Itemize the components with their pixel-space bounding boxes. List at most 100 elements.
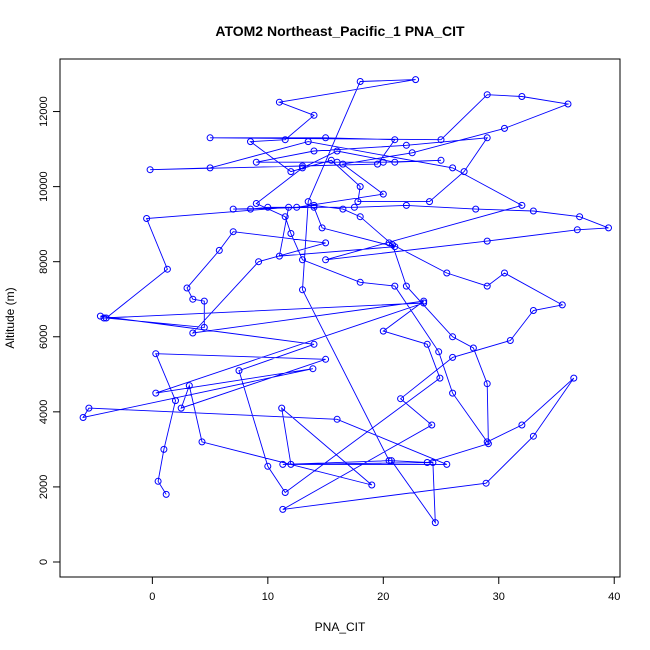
data-point-72 <box>437 136 445 144</box>
data-point-97 <box>310 111 318 119</box>
data-point-66 <box>146 166 154 174</box>
data-point-128 <box>482 479 490 487</box>
data-point-134 <box>529 307 537 314</box>
data-point-9 <box>368 481 376 489</box>
data-point-30 <box>423 340 431 348</box>
data-point-18 <box>85 404 93 412</box>
data-point-114 <box>333 147 341 155</box>
data-point-113 <box>391 158 399 166</box>
data-point-125 <box>518 421 526 429</box>
data-point-123 <box>449 389 457 397</box>
data-point-133 <box>506 337 514 344</box>
data-point-77 <box>408 149 416 157</box>
x-tick-label-2: 20 <box>377 591 389 603</box>
data-point-132 <box>449 353 457 361</box>
data-point-41 <box>200 323 208 331</box>
data-point-28 <box>281 489 289 496</box>
data-point-94 <box>356 78 364 85</box>
data-point-39 <box>189 295 197 303</box>
x-tick-label-0: 0 <box>149 591 155 603</box>
data-point-131 <box>397 395 405 403</box>
data-point-107 <box>402 141 410 149</box>
data-point-49 <box>310 203 318 211</box>
data-point-106 <box>483 134 491 142</box>
data-point-85 <box>402 282 410 290</box>
data-point-102 <box>356 183 364 191</box>
data-point-89 <box>484 440 492 448</box>
y-tick-label-3: 6000 <box>38 325 50 349</box>
data-point-4 <box>152 350 160 358</box>
data-point-63 <box>449 164 457 172</box>
data-point-117 <box>281 213 289 221</box>
data-point-54 <box>402 201 410 209</box>
data-point-35 <box>322 239 330 247</box>
data-point-14 <box>387 457 395 465</box>
y-tick-label-2: 4000 <box>38 400 50 424</box>
data-point-87 <box>469 344 477 352</box>
data-point-104 <box>426 198 433 206</box>
data-point-138 <box>443 269 451 277</box>
data-point-36 <box>229 228 237 236</box>
data-point-108 <box>310 147 318 155</box>
data-point-67 <box>299 162 306 170</box>
data-point-112 <box>437 156 445 164</box>
data-point-50 <box>229 205 237 213</box>
x-tick-label-1: 10 <box>262 591 274 603</box>
data-point-81 <box>310 201 318 209</box>
data-point-21 <box>152 389 160 397</box>
data-point-51 <box>247 205 254 213</box>
data-point-116 <box>252 200 260 207</box>
data-point-95 <box>412 76 420 84</box>
data-point-8 <box>198 438 206 446</box>
series-line-0 <box>82 79 609 525</box>
data-point-75 <box>564 100 572 108</box>
data-point-46 <box>275 252 283 260</box>
y-tick-label-6: 12000 <box>38 96 50 127</box>
y-tick-label-1: 2000 <box>38 475 50 499</box>
data-point-29 <box>436 374 444 382</box>
data-point-105 <box>460 168 468 176</box>
data-point-110 <box>333 158 341 166</box>
data-point-10 <box>278 404 286 412</box>
data-point-127 <box>529 432 537 440</box>
data-point-135 <box>558 301 566 309</box>
data-point-47 <box>391 243 399 251</box>
data-point-56 <box>529 207 537 215</box>
data-point-96 <box>275 98 283 106</box>
data-point-92 <box>299 286 306 294</box>
data-point-59 <box>573 226 581 234</box>
y-tick-label-0: 0 <box>38 559 50 565</box>
data-point-91 <box>385 457 393 465</box>
data-point-37 <box>215 246 223 254</box>
data-point-83 <box>356 213 364 221</box>
data-point-80 <box>293 203 301 211</box>
data-point-119 <box>299 256 306 264</box>
data-point-23 <box>100 314 108 322</box>
data-point-6 <box>177 404 185 412</box>
data-point-16 <box>443 460 451 468</box>
data-point-100 <box>287 168 295 176</box>
y-tick-label-5: 10000 <box>38 171 50 202</box>
data-point-71 <box>206 134 214 142</box>
data-point-73 <box>483 91 491 99</box>
data-point-65 <box>206 164 214 172</box>
data-point-70 <box>322 134 330 142</box>
data-point-74 <box>518 93 526 100</box>
data-point-120 <box>356 278 364 286</box>
data-point-99 <box>247 138 254 146</box>
plot-frame <box>59 58 621 578</box>
data-point-27 <box>264 462 272 470</box>
data-point-129 <box>279 505 287 513</box>
data-point-55 <box>472 205 480 213</box>
chart-title: ATOM2 Northeast_Pacific_1 PNA_CIT <box>215 23 465 39</box>
data-point-137 <box>483 282 491 290</box>
data-point-82 <box>339 205 347 213</box>
data-point-86 <box>449 333 457 341</box>
data-point-122 <box>435 348 443 356</box>
data-point-111 <box>379 158 387 166</box>
x-axis: 0 10 20 30 40 <box>149 577 620 603</box>
data-point-130 <box>428 421 436 429</box>
y-axis-label: Altitude (m) <box>3 287 17 348</box>
data-point-61 <box>322 256 330 264</box>
